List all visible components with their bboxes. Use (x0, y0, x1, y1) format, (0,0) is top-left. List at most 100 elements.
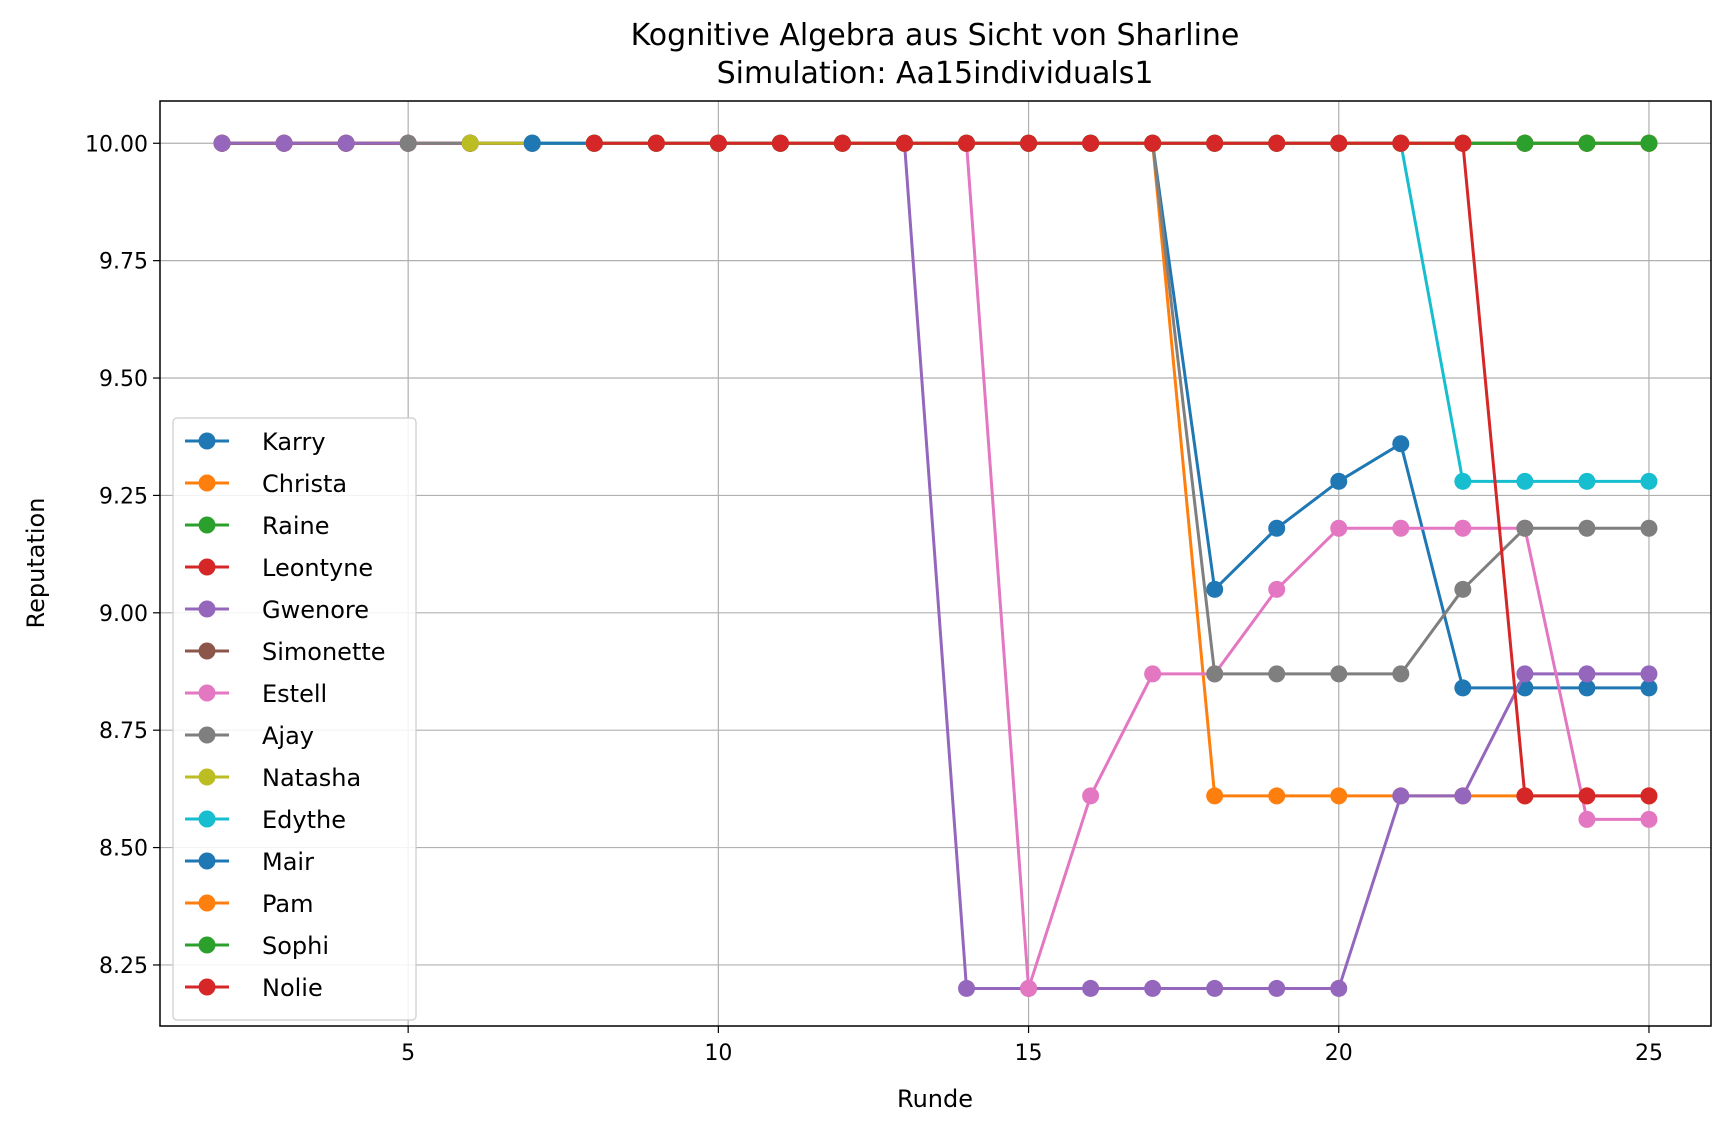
data-point (1144, 979, 1162, 997)
chart-title: Kognitive Algebra aus Sicht von Sharline (631, 18, 1240, 53)
legend-label: Edythe (262, 806, 346, 834)
data-point (1578, 665, 1596, 683)
legend-swatch-marker (198, 768, 216, 786)
data-point (337, 134, 355, 152)
legend: Karry Christa Raine Leontyne Gwenore Simonett… (172, 417, 417, 1021)
data-point (709, 134, 727, 152)
legend-swatch-marker (198, 516, 216, 534)
data-point (1144, 665, 1162, 683)
data-point (1082, 787, 1100, 805)
data-point (1516, 472, 1534, 490)
legend-label: Ajay (262, 722, 314, 750)
x-axis-label: Runde (897, 1085, 973, 1113)
legend-item: Nolie (185, 974, 323, 1002)
data-point (1640, 787, 1658, 805)
legend-swatch-marker (198, 474, 216, 492)
legend-item: Karry (185, 428, 326, 456)
data-point (1206, 580, 1224, 598)
data-point (1640, 665, 1658, 683)
legend-label: Nolie (262, 974, 323, 1002)
grid (160, 101, 1711, 1026)
data-point (1578, 134, 1596, 152)
series-group (213, 134, 1658, 997)
data-point (1268, 787, 1286, 805)
series-nolie (585, 134, 1658, 805)
data-point (1454, 134, 1472, 152)
y-tick-label: 8.75 (99, 719, 148, 744)
data-point (771, 134, 789, 152)
legend-label: Christa (262, 470, 347, 498)
data-point (461, 134, 479, 152)
legend-label: Simonette (262, 638, 386, 666)
data-point (1206, 787, 1224, 805)
legend-label: Gwenore (262, 596, 369, 624)
data-point (1330, 979, 1348, 997)
legend-label: Natasha (262, 764, 361, 792)
y-tick-label: 8.50 (99, 837, 148, 862)
data-point (833, 134, 851, 152)
data-point (1268, 665, 1286, 683)
axis-ticks: 5 10 15 20 25 8.25 8.50 8.75 9.00 9.25 9.50 9.75 10.… (85, 132, 1663, 1066)
data-point (275, 134, 293, 152)
legend-item: Ajay (185, 722, 314, 750)
data-point (1206, 979, 1224, 997)
legend-swatch-marker (198, 684, 216, 702)
legend-item: Sophi (185, 932, 329, 960)
data-point (1392, 787, 1410, 805)
legend-item: Mair (185, 848, 314, 876)
data-point (1144, 134, 1162, 152)
data-point (1330, 134, 1348, 152)
data-point (1082, 979, 1100, 997)
legend-item: Simonette (185, 638, 386, 666)
legend-label: Pam (262, 890, 313, 918)
data-point (1268, 134, 1286, 152)
legend-item: Gwenore (185, 596, 369, 624)
data-point (1578, 519, 1596, 537)
legend-swatch-marker (198, 810, 216, 828)
data-point (1392, 665, 1410, 683)
legend-swatch-marker (198, 936, 216, 954)
data-point (1640, 679, 1658, 697)
data-point (399, 134, 417, 152)
data-point (1516, 134, 1534, 152)
legend-item: Pam (185, 890, 313, 918)
data-point (523, 134, 541, 152)
y-tick-label: 9.50 (99, 367, 148, 392)
y-tick-label: 10.00 (85, 132, 148, 157)
data-point (1640, 810, 1658, 828)
data-point (1206, 134, 1224, 152)
data-point (647, 134, 665, 152)
legend-swatch-marker (198, 852, 216, 870)
legend-label: Sophi (262, 932, 329, 960)
data-point (1392, 519, 1410, 537)
legend-item: Raine (185, 512, 330, 540)
data-point (1578, 810, 1596, 828)
y-tick-label: 8.25 (99, 954, 148, 979)
data-point (1082, 134, 1100, 152)
data-point (1454, 679, 1472, 697)
data-point (958, 134, 976, 152)
data-point (1206, 665, 1224, 683)
legend-swatch-marker (198, 894, 216, 912)
data-point (1392, 435, 1410, 453)
legend-swatch-marker (198, 432, 216, 450)
data-point (895, 134, 913, 152)
data-point (1578, 679, 1596, 697)
legend-item: Christa (185, 470, 347, 498)
data-point (1020, 979, 1038, 997)
data-point (1454, 472, 1472, 490)
legend-label: Karry (262, 428, 326, 456)
legend-item: Leontyne (185, 554, 373, 582)
x-tick-label: 15 (1015, 1041, 1043, 1066)
data-point (1578, 787, 1596, 805)
data-point (1020, 134, 1038, 152)
legend-swatch-marker (198, 558, 216, 576)
data-point (1516, 519, 1534, 537)
data-point (1640, 472, 1658, 490)
legend-box (172, 417, 417, 1021)
data-point (1516, 787, 1534, 805)
legend-item: Edythe (185, 806, 346, 834)
y-tick-label: 9.25 (99, 484, 148, 509)
chart-subtitle: Simulation: Aa15individuals1 (717, 56, 1154, 91)
series-line (594, 141, 1649, 798)
